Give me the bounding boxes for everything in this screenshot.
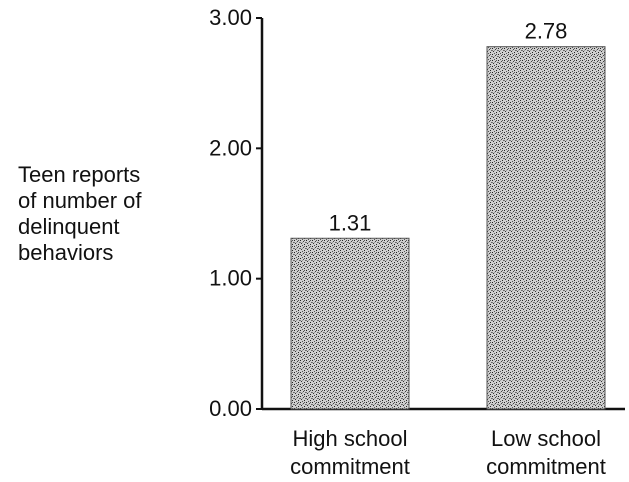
data-labels: 1.31 2.78	[329, 19, 568, 236]
bar	[290, 237, 410, 410]
data-label: 2.78	[525, 19, 568, 44]
x-tick-label: Low school	[491, 426, 601, 451]
y-ticks: 0.00 1.00 2.00 3.00	[209, 5, 262, 421]
data-label: 1.31	[329, 210, 372, 235]
bar	[486, 46, 606, 410]
x-tick-label: commitment	[486, 454, 606, 479]
y-axis-label: Teen reports of number of delinquent beh…	[18, 162, 188, 266]
y-tick-label: 0.00	[209, 396, 252, 421]
x-tick-label: commitment	[290, 454, 410, 479]
y-tick-label: 2.00	[209, 135, 252, 160]
y-axis-label-line: Teen reports	[18, 162, 141, 187]
y-tick-label: 3.00	[209, 5, 252, 30]
bars	[290, 46, 606, 410]
y-axis-label-line: of number of	[18, 188, 142, 213]
x-tick-labels: High school commitment Low school commitmen…	[290, 426, 606, 479]
y-axis-label-line: behaviors	[18, 240, 114, 265]
y-axis-label-line: delinquent	[18, 214, 120, 239]
y-tick-label: 1.00	[209, 266, 252, 291]
x-tick-label: High school	[293, 426, 408, 451]
